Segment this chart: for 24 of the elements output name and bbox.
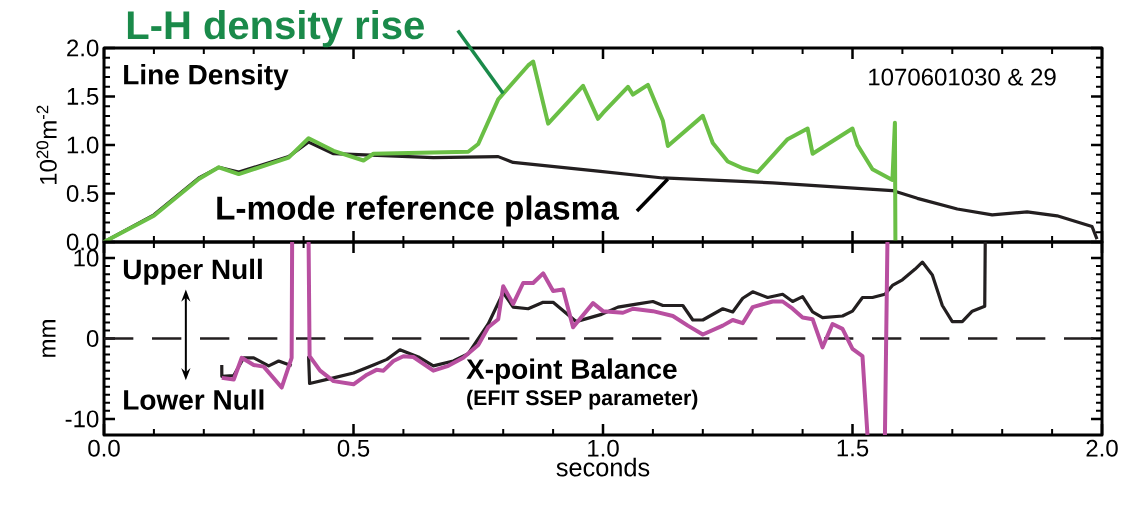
annotation: L-mode reference plasma	[217, 195, 620, 227]
y-tick-label: 1.5	[67, 88, 99, 105]
y-tick-label: 2.0	[67, 39, 99, 57]
x-tick-label: 2.0	[1086, 439, 1118, 457]
annotation: Lower Null	[124, 389, 264, 410]
annotation: L-H density rise	[127, 9, 424, 48]
annotation: X-point Balance	[466, 358, 677, 385]
y-tick-label: 0	[86, 329, 99, 347]
y-tick-label: 1.0	[67, 136, 99, 154]
y-tick-label: -10	[65, 410, 99, 428]
annotation: 1070601030 & 29	[869, 68, 1056, 86]
y-axis-title: mm	[42, 320, 56, 357]
y-axis-title: 10$^{20}$m$^{-2}$	[36, 105, 57, 184]
annotation: (EFIT SSEP parameter)	[467, 389, 698, 410]
x-tick-label: 1.0	[588, 439, 619, 457]
y-tick-label: 10	[74, 249, 99, 267]
annotation: Line Density	[124, 64, 289, 91]
x-tick-label: 0.0	[88, 439, 120, 457]
y-tick-label: 0.5	[66, 184, 99, 202]
y-tick-label: 0.0	[66, 233, 99, 251]
annotation: Upper Null	[123, 258, 262, 285]
x-tick-label: 0.5	[337, 439, 370, 457]
x-axis-title: seconds	[556, 457, 650, 477]
x-tick-label: 1.5	[837, 439, 869, 457]
